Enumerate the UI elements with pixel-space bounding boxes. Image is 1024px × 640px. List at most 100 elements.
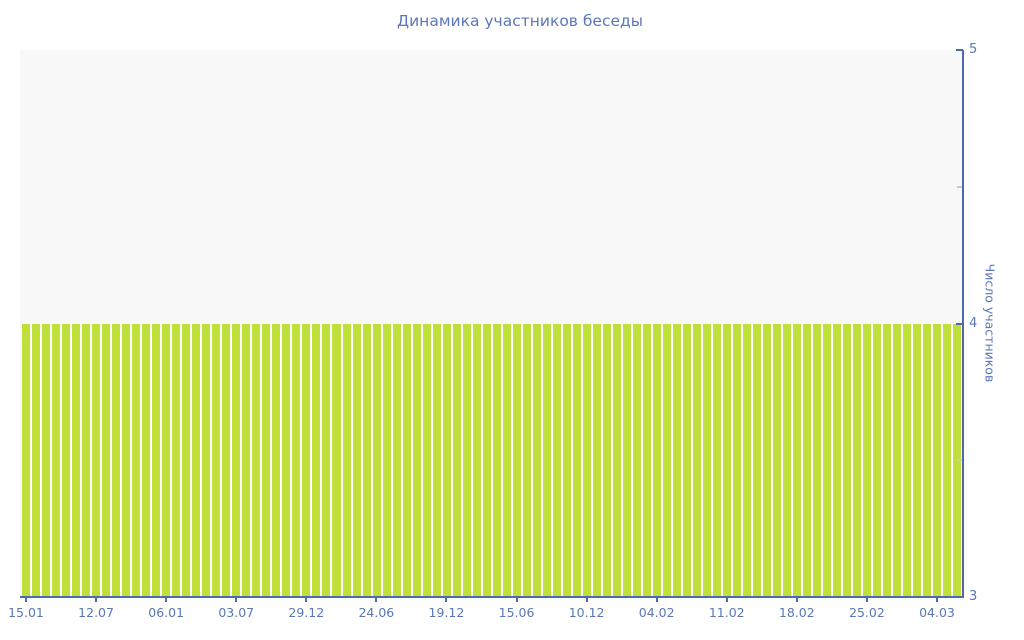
- bar[interactable]: [351, 323, 362, 597]
- bar[interactable]: [341, 323, 352, 597]
- bar[interactable]: [71, 323, 82, 597]
- bar[interactable]: [932, 323, 943, 597]
- bar[interactable]: [521, 323, 532, 597]
- bar[interactable]: [802, 323, 813, 597]
- bar[interactable]: [822, 323, 833, 597]
- bar[interactable]: [371, 323, 382, 597]
- bar[interactable]: [381, 323, 392, 597]
- bar[interactable]: [221, 323, 232, 597]
- bar[interactable]: [491, 323, 502, 597]
- bar[interactable]: [611, 323, 622, 597]
- bar[interactable]: [291, 323, 302, 597]
- bar[interactable]: [161, 323, 172, 597]
- y-axis-tick: [956, 49, 963, 51]
- bar[interactable]: [441, 323, 452, 597]
- bar[interactable]: [662, 323, 673, 597]
- bar[interactable]: [762, 323, 773, 597]
- bar[interactable]: [331, 323, 342, 597]
- bar[interactable]: [712, 323, 723, 597]
- bar[interactable]: [141, 323, 152, 597]
- bar[interactable]: [191, 323, 202, 597]
- bar[interactable]: [742, 323, 753, 597]
- bar[interactable]: [31, 323, 42, 597]
- bar[interactable]: [732, 323, 743, 597]
- bar[interactable]: [722, 323, 733, 597]
- bar[interactable]: [511, 323, 522, 597]
- bar[interactable]: [501, 323, 512, 597]
- x-axis-tick: [235, 598, 238, 602]
- x-axis-tick: [95, 598, 98, 602]
- bar[interactable]: [782, 323, 793, 597]
- bar[interactable]: [682, 323, 693, 597]
- bar[interactable]: [832, 323, 843, 597]
- bar[interactable]: [421, 323, 432, 597]
- bar[interactable]: [471, 323, 482, 597]
- bar[interactable]: [571, 323, 582, 597]
- bar[interactable]: [912, 323, 923, 597]
- bar[interactable]: [872, 323, 883, 597]
- bar[interactable]: [581, 323, 592, 597]
- bar[interactable]: [541, 323, 552, 597]
- x-axis-tick-label: 04.02: [638, 605, 675, 620]
- bar[interactable]: [842, 323, 853, 597]
- bar[interactable]: [151, 323, 162, 597]
- bar[interactable]: [321, 323, 332, 597]
- bar[interactable]: [241, 323, 252, 597]
- bar[interactable]: [922, 323, 933, 597]
- bar[interactable]: [772, 323, 783, 597]
- bar[interactable]: [111, 323, 122, 597]
- bar[interactable]: [601, 323, 612, 597]
- bar[interactable]: [531, 323, 542, 597]
- bar[interactable]: [311, 323, 322, 597]
- bar[interactable]: [81, 323, 92, 597]
- bar[interactable]: [882, 323, 893, 597]
- bar[interactable]: [121, 323, 132, 597]
- bar[interactable]: [361, 323, 372, 597]
- bar[interactable]: [591, 323, 602, 597]
- bar[interactable]: [91, 323, 102, 597]
- bar[interactable]: [61, 323, 72, 597]
- bar[interactable]: [261, 323, 272, 597]
- bar[interactable]: [251, 323, 262, 597]
- y-axis-tick: [956, 596, 963, 598]
- bar[interactable]: [391, 323, 402, 597]
- bar[interactable]: [702, 323, 713, 597]
- bar[interactable]: [201, 323, 212, 597]
- bar[interactable]: [752, 323, 763, 597]
- bar[interactable]: [621, 323, 632, 597]
- bar[interactable]: [631, 323, 642, 597]
- bar[interactable]: [51, 323, 62, 597]
- bar[interactable]: [41, 323, 52, 597]
- bar[interactable]: [21, 323, 32, 597]
- bar[interactable]: [651, 323, 662, 597]
- bar[interactable]: [181, 323, 192, 597]
- bar[interactable]: [892, 323, 903, 597]
- bar[interactable]: [401, 323, 412, 597]
- bar[interactable]: [231, 323, 242, 597]
- bar[interactable]: [692, 323, 703, 597]
- x-axis-tick: [795, 598, 798, 602]
- bar[interactable]: [672, 323, 683, 597]
- bar[interactable]: [641, 323, 652, 597]
- bar[interactable]: [481, 323, 492, 597]
- bar[interactable]: [942, 323, 953, 597]
- bar[interactable]: [862, 323, 873, 597]
- bar[interactable]: [792, 323, 803, 597]
- bar[interactable]: [211, 323, 222, 597]
- bar[interactable]: [451, 323, 462, 597]
- bar[interactable]: [561, 323, 572, 597]
- bar[interactable]: [902, 323, 913, 597]
- bar[interactable]: [171, 323, 182, 597]
- bar[interactable]: [281, 323, 292, 597]
- x-axis-tick: [375, 598, 378, 602]
- bar[interactable]: [812, 323, 823, 597]
- bar[interactable]: [101, 323, 112, 597]
- bar[interactable]: [551, 323, 562, 597]
- bar[interactable]: [301, 323, 312, 597]
- bar[interactable]: [431, 323, 442, 597]
- bar[interactable]: [852, 323, 863, 597]
- bar[interactable]: [411, 323, 422, 597]
- bar[interactable]: [131, 323, 142, 597]
- bar[interactable]: [461, 323, 472, 597]
- bar[interactable]: [271, 323, 282, 597]
